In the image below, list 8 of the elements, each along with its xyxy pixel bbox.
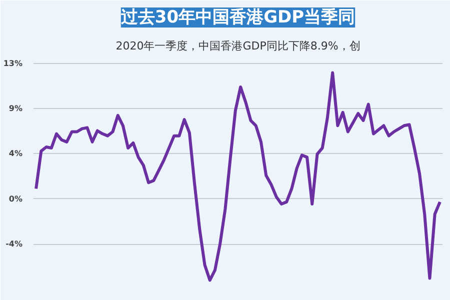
y-tick-label: -4% — [6, 240, 23, 249]
y-tick-label: 0% — [8, 194, 23, 204]
line-series — [34, 71, 442, 282]
y-tick-label: 9% — [8, 104, 23, 113]
chart-title: 过去30年中国香港GDP当季同 — [120, 8, 356, 28]
y-tick-label: 13% — [3, 58, 23, 68]
y-tick-label: 4% — [8, 149, 23, 158]
chart-subtitle: 2020年一季度，中国香港GDP同比下降8.9%，创 — [116, 40, 360, 52]
